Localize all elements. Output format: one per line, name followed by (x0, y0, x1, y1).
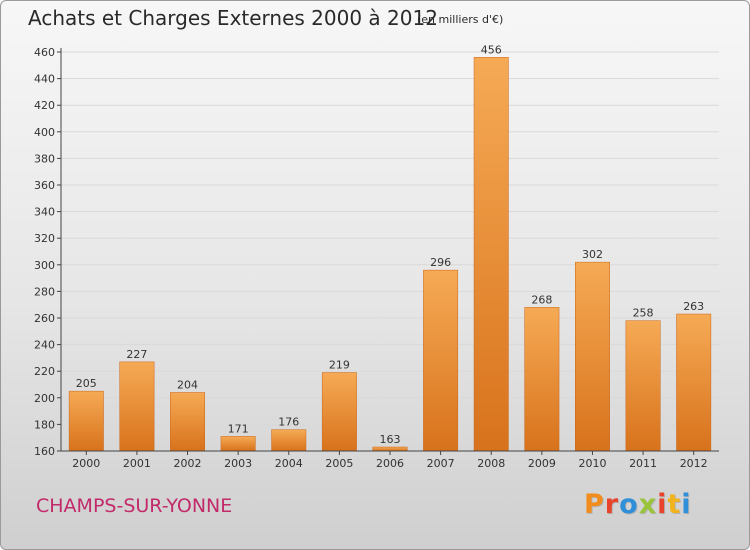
y-tick-label: 260 (34, 312, 55, 325)
x-tick-label: 2003 (224, 457, 252, 470)
y-tick-label: 200 (34, 392, 55, 405)
x-tick-label: 2012 (680, 457, 708, 470)
logo-letter: o (619, 489, 639, 520)
data-label-2007: 296 (430, 256, 451, 269)
x-tick-label: 2004 (275, 457, 303, 470)
y-tick-label: 220 (34, 365, 55, 378)
bar-2008 (473, 57, 509, 452)
grid-lines (61, 51, 719, 425)
chart-title: Achats et Charges Externes 2000 à 2012 (28, 6, 438, 30)
x-tick-label: 2009 (528, 457, 556, 470)
y-tick-label: 240 (34, 339, 55, 352)
bar-2006 (372, 446, 408, 452)
bar-2000 (68, 390, 104, 452)
y-tick-label: 160 (34, 445, 55, 458)
y-tick-label: 400 (34, 126, 55, 139)
data-label-2005: 219 (329, 359, 350, 372)
logo-letter: i (681, 489, 692, 520)
y-tick-label: 340 (34, 206, 55, 219)
bar-2009 (524, 307, 560, 452)
data-label-2008: 456 (481, 43, 502, 56)
x-tick-label: 2002 (174, 457, 202, 470)
logo-letter: t (667, 489, 682, 520)
x-tick-label: 2005 (325, 457, 353, 470)
logo-letter: i (657, 489, 668, 520)
bar-2002 (170, 392, 205, 452)
x-tick-label: 2000 (72, 457, 100, 470)
data-label-2011: 258 (633, 307, 654, 320)
y-tick-label: 360 (34, 179, 55, 192)
x-tick-label: 2011 (629, 457, 657, 470)
chart-subtitle: (en milliers d'€) (417, 13, 504, 26)
bar-2004 (271, 429, 307, 452)
logo-letter: x (638, 489, 658, 520)
y-tick-label: 380 (34, 152, 55, 165)
bar-2005 (321, 372, 357, 452)
x-tick-label: 2008 (477, 457, 505, 470)
y-tick-label: 300 (34, 259, 55, 272)
bar-2010 (575, 261, 610, 452)
data-label-2000: 205 (76, 377, 97, 390)
proxiti-logo: Proxiti (584, 489, 692, 520)
logo-letter: P (584, 489, 605, 520)
data-label-2004: 176 (278, 416, 299, 429)
commune-name: CHAMPS-SUR-YONNE (36, 495, 233, 517)
data-labels: 205 227 204 171 176 219 163 296 456 268 302 258 263 (76, 43, 704, 446)
logo-letter: r (604, 489, 620, 520)
y-tick-label: 440 (34, 73, 55, 86)
data-label-2012: 263 (683, 300, 704, 313)
y-tick-label: 460 (34, 46, 55, 59)
y-tick-label: 420 (34, 99, 55, 112)
bar-2011 (625, 320, 661, 452)
x-tick-label: 2010 (578, 457, 606, 470)
y-tick-label: 180 (34, 418, 55, 431)
data-label-2010: 302 (582, 248, 603, 261)
data-label-2001: 227 (126, 348, 147, 361)
bar-2001 (119, 361, 155, 452)
data-label-2006: 163 (380, 433, 401, 446)
data-label-2002: 204 (177, 378, 198, 391)
bar-2012 (676, 313, 712, 452)
y-tick-label: 280 (34, 285, 55, 298)
x-tick-label: 2006 (376, 457, 404, 470)
y-tick-label: 320 (34, 232, 55, 245)
bar-2007 (423, 269, 459, 452)
bars (68, 57, 712, 452)
bar-2003 (220, 436, 256, 452)
axes: 160 180 200 220 240 260 280 300 320 340 360 380 400 4… (34, 46, 719, 470)
data-label-2003: 171 (228, 422, 249, 435)
data-label-2009: 268 (531, 293, 552, 306)
x-tick-label: 2007 (427, 457, 455, 470)
x-tick-label: 2001 (123, 457, 151, 470)
